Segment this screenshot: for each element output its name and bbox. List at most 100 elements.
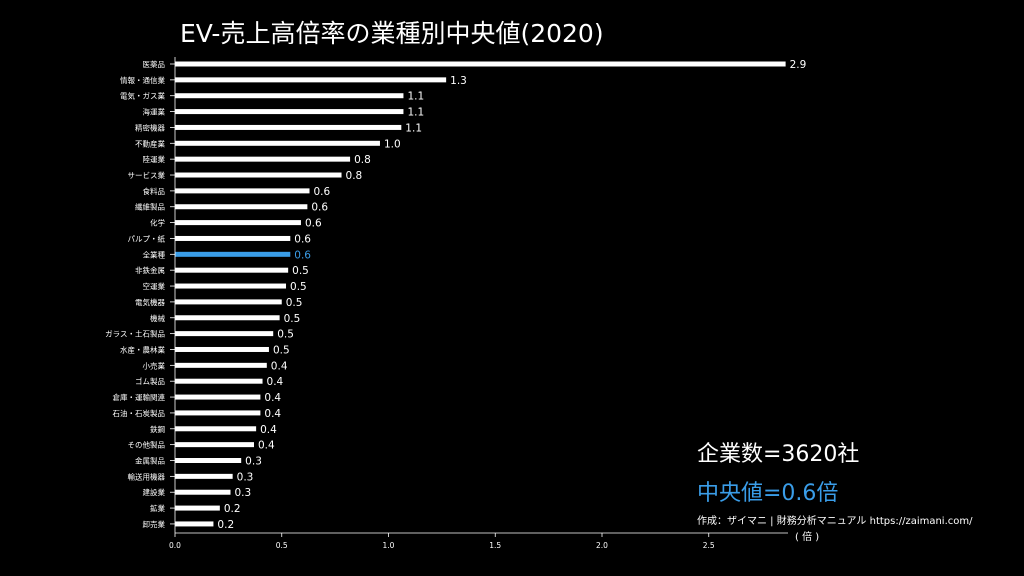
category-label: 海運業 — [143, 107, 166, 117]
data-label: 0.5 — [277, 329, 294, 341]
bar — [175, 442, 254, 448]
category-label: 化学 — [150, 218, 165, 228]
x-tick-label: 0.5 — [276, 541, 288, 550]
data-label: 0.6 — [294, 233, 311, 245]
bar — [175, 521, 214, 527]
bar — [175, 156, 351, 162]
bar — [175, 315, 280, 321]
bar — [175, 188, 310, 194]
category-label: 電気・ガス業 — [120, 91, 165, 101]
category-label: 機械 — [150, 313, 165, 323]
bar — [175, 489, 231, 495]
bar — [175, 299, 282, 305]
data-label: 0.4 — [260, 424, 277, 436]
median-label: 中央値=0.6倍 — [697, 481, 839, 506]
data-label: 0.5 — [292, 265, 309, 277]
category-label: 石油・石炭製品 — [113, 408, 166, 418]
data-label: 0.6 — [314, 186, 331, 198]
chart-title: EV-売上高倍率の業種別中央値(2020) — [180, 19, 604, 48]
data-label: 0.6 — [311, 202, 328, 214]
bar — [175, 378, 263, 384]
category-label: 食料品 — [143, 186, 166, 196]
category-label: 鉄鋼 — [150, 424, 165, 434]
data-label: 2.9 — [790, 59, 807, 71]
x-tick-label: 0.0 — [169, 541, 181, 550]
category-label: 建設業 — [143, 487, 166, 497]
data-label: 0.4 — [264, 392, 281, 404]
x-axis-unit-label: ( 倍 ) — [795, 532, 820, 543]
bar — [175, 235, 291, 241]
data-label: 0.8 — [346, 170, 363, 182]
data-label: 0.4 — [271, 360, 288, 372]
category-label: サービス業 — [128, 170, 166, 180]
x-tick-label: 1.5 — [489, 541, 501, 550]
data-label: 1.1 — [407, 91, 424, 103]
bar — [175, 93, 404, 99]
category-label: パルプ・紙 — [128, 233, 166, 243]
data-label: 1.0 — [384, 138, 401, 150]
bar — [175, 410, 261, 416]
category-label: 医薬品 — [143, 59, 166, 69]
category-label: 小売業 — [143, 360, 166, 370]
category-label: 全業種 — [143, 249, 166, 259]
data-label: 0.3 — [235, 487, 252, 499]
data-label: 0.5 — [273, 344, 290, 356]
category-label: 鉱業 — [150, 503, 165, 513]
category-label: 金属製品 — [135, 456, 165, 466]
category-label: 陸運業 — [143, 154, 166, 164]
data-label: 0.6 — [305, 218, 322, 230]
category-label: 倉庫・運輸関連 — [113, 392, 166, 402]
bar — [175, 251, 291, 257]
category-label: その他製品 — [128, 440, 166, 450]
data-label: 0.2 — [217, 519, 234, 531]
data-label: 0.4 — [267, 376, 284, 388]
bar — [175, 204, 308, 210]
bar — [175, 61, 786, 67]
category-label: ガラス・土石製品 — [105, 329, 165, 339]
category-label: 電気機器 — [135, 297, 165, 307]
category-label: 不動産業 — [135, 138, 165, 148]
category-label: 情報・通信業 — [120, 75, 165, 85]
bar — [175, 172, 342, 178]
data-label: 0.5 — [284, 313, 301, 325]
category-label: 卸売業 — [143, 519, 166, 529]
bar — [175, 346, 269, 352]
credit-text: 作成：ザイマニ | 財務分析マニュアル https://zaimani.com/ — [697, 516, 973, 527]
x-tick-label: 1.0 — [383, 541, 395, 550]
bar — [175, 283, 287, 289]
data-label: 0.6 — [294, 249, 311, 261]
data-label: 0.4 — [264, 408, 281, 420]
category-label: 非鉄金属 — [135, 265, 165, 275]
bar — [175, 505, 220, 511]
x-tick-label: 2.5 — [703, 541, 715, 550]
data-label: 0.4 — [258, 440, 275, 452]
bar — [175, 362, 267, 368]
data-label: 1.1 — [405, 122, 422, 134]
category-label: ゴム製品 — [135, 376, 165, 386]
data-label: 0.5 — [286, 297, 303, 309]
category-label: 水産・農林業 — [120, 344, 165, 354]
x-tick-label: 2.0 — [596, 541, 608, 550]
bar — [175, 331, 274, 337]
bar — [175, 124, 402, 130]
category-label: 輸送用機器 — [128, 471, 166, 481]
category-label: 空運業 — [143, 281, 166, 291]
company-count-label: 企業数=3620社 — [697, 442, 860, 467]
bar — [175, 77, 447, 83]
data-label: 0.8 — [354, 154, 371, 166]
data-label: 1.3 — [450, 75, 467, 87]
data-label: 0.3 — [237, 471, 254, 483]
bar — [175, 109, 404, 115]
bar — [175, 473, 233, 479]
bar — [175, 140, 380, 146]
bar — [175, 458, 242, 463]
data-label: 0.5 — [290, 281, 307, 293]
data-label: 0.2 — [224, 503, 241, 515]
bar — [175, 394, 261, 400]
bar — [175, 267, 289, 273]
bar — [175, 426, 257, 432]
data-label: 1.1 — [407, 107, 424, 119]
bar — [175, 220, 301, 226]
category-label: 繊維製品 — [135, 202, 165, 212]
category-label: 精密機器 — [135, 122, 165, 132]
